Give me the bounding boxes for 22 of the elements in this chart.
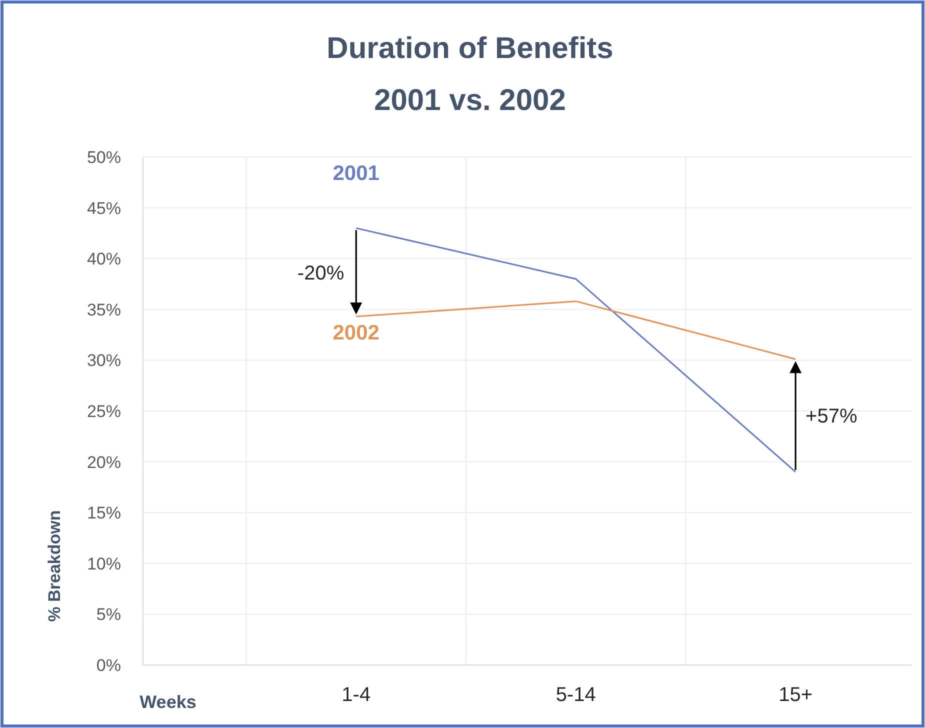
y-tick-label: 5% — [96, 605, 121, 624]
y-tick-label: 0% — [96, 656, 121, 675]
y-tick-label: 45% — [86, 198, 121, 218]
y-tick-label: 15% — [86, 504, 121, 523]
y-tick-label: 20% — [86, 452, 121, 472]
y-tick-label: 35% — [86, 300, 121, 320]
text: 2001 — [332, 162, 380, 186]
x-tick-label: 5-14 — [556, 684, 596, 706]
y-tick-label: 10% — [86, 554, 121, 574]
x-tick-label: 15+ — [778, 684, 813, 706]
annotation: +57% — [806, 406, 858, 428]
chart-title: Duration of Benefits — [326, 32, 614, 65]
series-label: 2002 — [332, 322, 380, 345]
y-tick-label: 40% — [86, 250, 121, 269]
x-axis-title: Weeks — [140, 692, 196, 712]
annotation: -20% — [297, 262, 344, 284]
y-tick-label: 30% — [86, 351, 121, 370]
y-tick-label: 25% — [86, 402, 121, 421]
y-tick-label: 50% — [86, 148, 121, 167]
chart-subtitle: 2001 vs. 2002 — [374, 84, 566, 117]
x-tick-label: 1-4 — [342, 684, 371, 706]
y-axis-title: % Breakdown — [45, 510, 64, 622]
